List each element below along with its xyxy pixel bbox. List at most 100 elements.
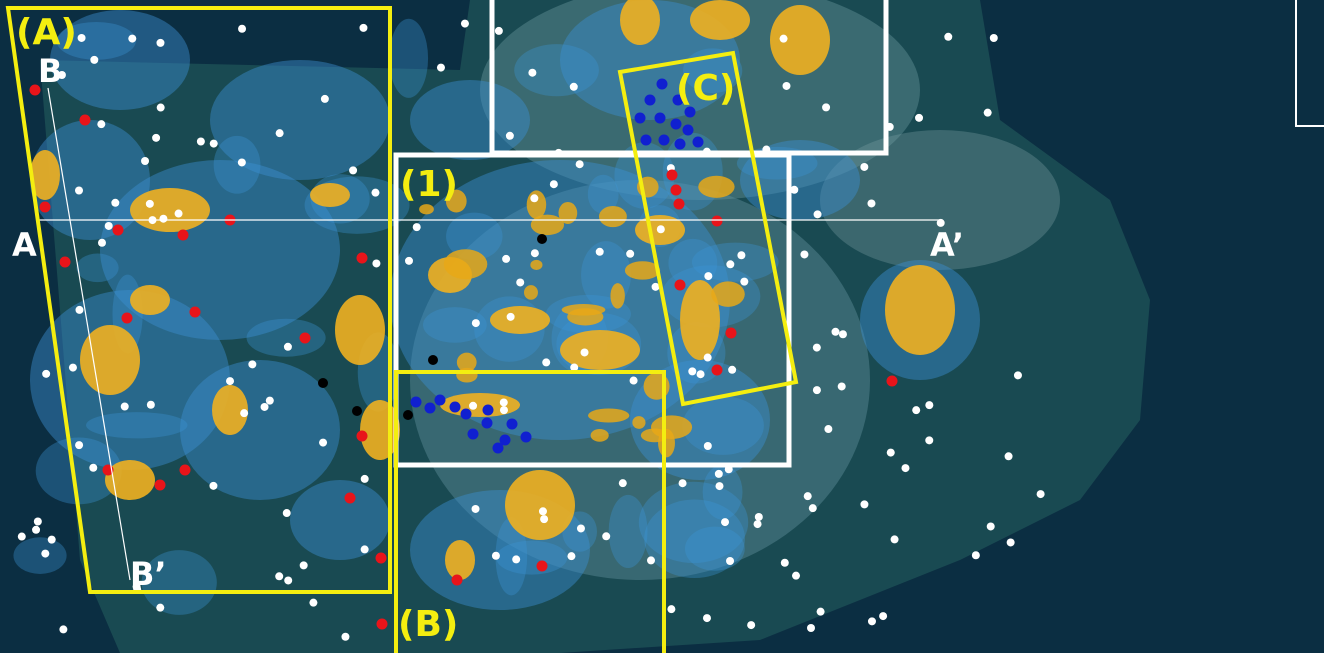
yellow-body bbox=[445, 189, 467, 213]
box bbox=[393, 152, 792, 468]
red-point bbox=[344, 492, 356, 504]
blue-point bbox=[506, 418, 518, 430]
white-point bbox=[159, 214, 168, 223]
white-point bbox=[618, 479, 627, 488]
white-point bbox=[460, 19, 469, 28]
blue-point bbox=[449, 401, 461, 413]
white-point bbox=[715, 482, 724, 491]
white-point bbox=[656, 225, 665, 234]
white-point bbox=[575, 160, 584, 169]
white-point bbox=[753, 520, 762, 529]
blue-point bbox=[644, 94, 656, 106]
white-point bbox=[726, 557, 735, 566]
white-point bbox=[800, 250, 809, 259]
yellow-body bbox=[443, 249, 488, 280]
white-point bbox=[530, 249, 539, 258]
blue-point bbox=[467, 428, 479, 440]
red-point bbox=[121, 312, 133, 324]
white-point bbox=[90, 55, 99, 64]
blue-point bbox=[682, 124, 694, 136]
blue-body bbox=[76, 253, 119, 283]
white-point bbox=[812, 343, 821, 352]
white-point bbox=[209, 139, 218, 148]
yellow-body bbox=[456, 352, 477, 372]
red-point bbox=[666, 169, 678, 181]
white-point bbox=[309, 598, 318, 607]
red-point bbox=[356, 430, 368, 442]
white-point bbox=[704, 272, 713, 281]
white-point bbox=[156, 603, 165, 612]
white-point bbox=[283, 342, 292, 351]
white-point bbox=[808, 504, 817, 513]
white-point bbox=[57, 71, 66, 80]
white-point bbox=[831, 327, 840, 336]
blue-point bbox=[640, 134, 652, 146]
red-point bbox=[673, 198, 685, 210]
blue-body bbox=[35, 437, 122, 505]
yellow-body bbox=[80, 325, 140, 395]
white-point bbox=[75, 441, 84, 450]
white-point bbox=[925, 436, 934, 445]
red-point bbox=[711, 364, 723, 376]
blue-point bbox=[424, 402, 436, 414]
red-point bbox=[725, 327, 737, 339]
black-point bbox=[318, 378, 328, 388]
red-point bbox=[886, 375, 898, 387]
region bbox=[617, 50, 799, 407]
white-point bbox=[595, 247, 604, 256]
white-point bbox=[580, 348, 589, 357]
blue-point bbox=[482, 404, 494, 416]
white-point bbox=[886, 448, 895, 457]
blue-body bbox=[141, 550, 217, 615]
white-point bbox=[1006, 538, 1015, 547]
white-point bbox=[17, 532, 26, 541]
white-point bbox=[816, 607, 825, 616]
white-point bbox=[47, 535, 56, 544]
white-point bbox=[912, 406, 921, 415]
yellow-body bbox=[30, 150, 60, 200]
blue-body bbox=[495, 517, 528, 596]
red-point bbox=[670, 184, 682, 196]
white-point bbox=[471, 504, 480, 513]
white-point bbox=[803, 492, 812, 501]
white-point bbox=[319, 438, 328, 447]
yellow-body bbox=[335, 295, 385, 365]
red-point bbox=[674, 279, 686, 291]
white-point bbox=[275, 572, 284, 581]
blue-point bbox=[460, 408, 472, 420]
white-point bbox=[360, 545, 369, 554]
red-point bbox=[711, 215, 723, 227]
blue-body bbox=[86, 412, 188, 439]
white-point bbox=[371, 188, 380, 197]
blue-body bbox=[740, 140, 860, 220]
red-point bbox=[179, 464, 191, 476]
white-point bbox=[226, 377, 235, 386]
blue-body bbox=[608, 494, 648, 569]
white-point bbox=[576, 524, 585, 533]
white-point bbox=[944, 32, 953, 41]
blue-point bbox=[674, 138, 686, 150]
blue-point bbox=[634, 112, 646, 124]
white-point bbox=[989, 33, 998, 42]
white-point bbox=[341, 632, 350, 641]
frame bbox=[1295, 0, 1324, 127]
white-point bbox=[265, 396, 274, 405]
white-point bbox=[209, 481, 218, 490]
white-point bbox=[549, 180, 558, 189]
white-point bbox=[505, 131, 514, 140]
white-point bbox=[782, 81, 791, 90]
white-point bbox=[714, 469, 723, 478]
blue-body bbox=[213, 135, 261, 194]
blue-point bbox=[520, 431, 532, 443]
white-point bbox=[629, 376, 638, 385]
white-point bbox=[97, 238, 106, 247]
yellow-body bbox=[610, 283, 625, 309]
yellow-body bbox=[130, 188, 210, 232]
white-point bbox=[41, 549, 50, 558]
blue-point bbox=[658, 134, 670, 146]
blue-body bbox=[246, 318, 326, 357]
white-point bbox=[936, 218, 945, 227]
yellow-body bbox=[598, 205, 627, 228]
white-point bbox=[747, 621, 756, 630]
red-point bbox=[154, 479, 166, 491]
